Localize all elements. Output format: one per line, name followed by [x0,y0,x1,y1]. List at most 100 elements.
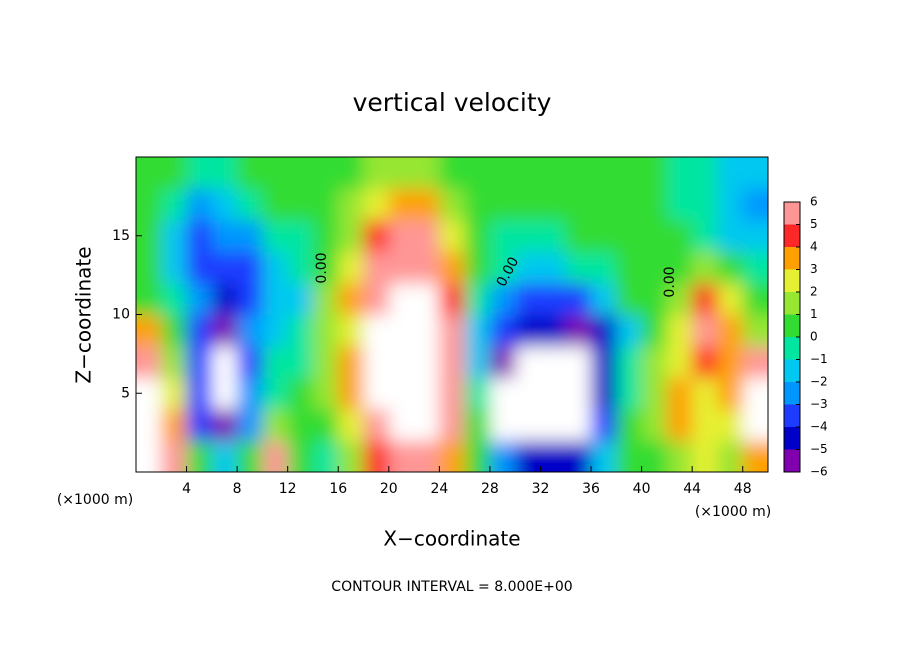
colorbar-swatch [784,359,800,382]
heat-cell [641,346,668,378]
heat-cell [439,377,466,410]
heat-cell [287,283,314,315]
heat-cell [489,220,516,252]
heat-cell [515,440,541,472]
heat-cell [515,220,541,252]
heat-cell [287,157,314,189]
heat-cell [338,377,365,410]
heat-cell [338,251,365,284]
heat-cell [515,314,541,347]
heat-cell [641,409,668,441]
colorbar-swatch [784,224,800,247]
heat-cell [439,188,466,221]
heat-cell [489,251,516,284]
heat-cell [540,346,567,378]
heat-cell [414,188,440,221]
colorbar-swatch [784,449,800,472]
heat-cell [540,314,567,347]
heat-cell [591,188,617,221]
heat-cell [186,377,213,410]
heat-cell [692,440,718,472]
colorbar-swatch [784,404,800,427]
heat-cell [717,157,744,189]
heat-cell [186,409,213,441]
heat-cell [136,440,162,472]
heat-cell [237,346,263,378]
heat-cell [161,188,188,221]
heat-cell [666,220,693,252]
colorbar-swatch [784,247,800,270]
heat-cell [464,157,491,189]
x-unit-label: (×1000 m) [57,492,133,508]
heat-cell [489,440,516,472]
heat-cell [136,251,162,284]
heat-cell [161,283,188,315]
heat-cell [439,440,466,472]
heat-cell [237,188,263,221]
heat-cell [464,346,491,378]
colorbar-swatch [784,292,800,315]
heat-cell [464,220,491,252]
colorbar-tick-label: −3 [810,397,828,411]
heat-cell [565,409,592,441]
heat-cell [312,188,339,221]
heat-cell [742,157,768,189]
heat-cell [439,220,466,252]
heat-cell [742,440,768,472]
heat-cell [641,220,668,252]
heat-cell [591,314,617,347]
heat-cell [540,409,567,441]
x-tick-label: 48 [734,481,752,497]
heat-cell [186,220,213,252]
heat-cell [591,440,617,472]
heat-cell [338,283,365,315]
heat-cell [540,440,567,472]
x-tick-label: 12 [279,481,297,497]
heat-cell [363,188,390,221]
heat-cell [211,409,238,441]
heat-cell [717,346,744,378]
heat-cell [439,251,466,284]
heat-cell [414,440,440,472]
heat-cell [363,251,390,284]
colorbar-swatch [784,337,800,360]
heat-cell [616,220,643,252]
heat-cell [717,188,744,221]
heat-cell [312,283,339,315]
heat-cell [439,314,466,347]
colorbar-tick-label: 6 [810,195,818,209]
heat-cell [540,220,567,252]
heat-cell [363,377,390,410]
heat-cell [565,220,592,252]
heat-cell [136,188,162,221]
heat-cell [565,440,592,472]
heat-cell [287,346,314,378]
colorbar-tick-label: −6 [810,465,828,479]
heat-cell [666,314,693,347]
x-tick-label: 8 [233,481,242,497]
heat-cell [237,251,263,284]
heat-cell [262,440,289,472]
x-tick-label: 4 [182,481,191,497]
heat-cell [742,188,768,221]
heat-cell [692,409,718,441]
x-tick-label: 36 [582,481,600,497]
y-tick-label: 5 [121,385,130,401]
heat-cell [338,440,365,472]
heat-cell [515,188,541,221]
heat-cell [616,346,643,378]
heat-cell [489,377,516,410]
heat-cell [439,409,466,441]
heat-cell [464,251,491,284]
heat-cell [717,377,744,410]
heat-cell [717,283,744,315]
heat-cell [591,283,617,315]
y-tick-label: 10 [112,307,130,323]
contour-label: 0.00 [314,252,330,283]
heat-cell [591,251,617,284]
heat-cell [666,440,693,472]
heat-cell [540,157,567,189]
heat-cell [439,346,466,378]
